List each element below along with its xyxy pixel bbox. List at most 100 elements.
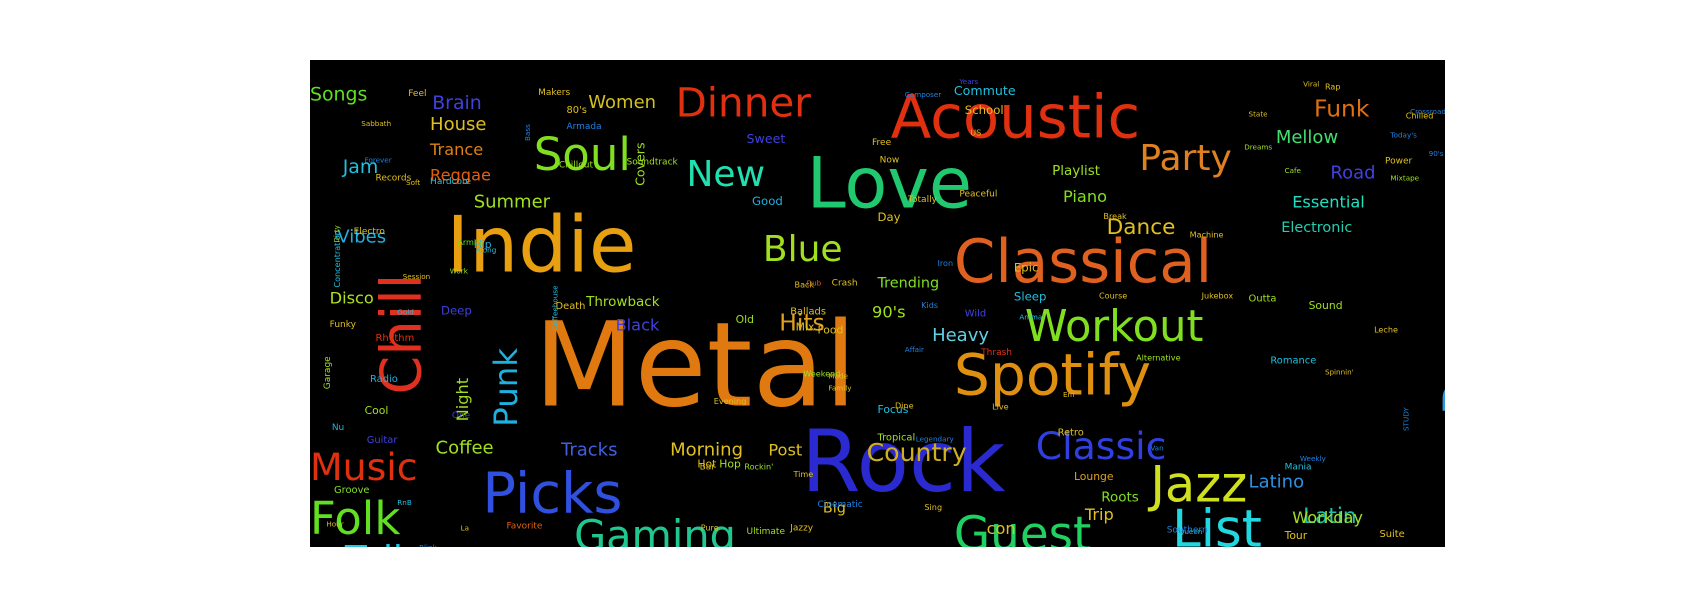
word-legendary-187: Legendary <box>916 435 955 444</box>
word-hop-83: Hop <box>719 457 741 470</box>
word-folk-14: Folk <box>310 492 400 545</box>
word-cloud-background <box>310 60 1445 547</box>
word-piano-44: Piano <box>1063 187 1107 206</box>
word-80-s-114: 80's <box>566 105 586 116</box>
word-night-51: Night <box>453 378 472 422</box>
word-hardcore-105: Hardcore <box>430 177 471 187</box>
word-session-177: Session <box>403 272 430 281</box>
word-weekend-134: Weekend <box>803 368 840 378</box>
word-bass-173: Bass <box>523 124 532 141</box>
word-feel-112: Feel <box>408 89 426 99</box>
word-hour-190: Hour <box>326 519 343 528</box>
word-radio-86: Radio <box>370 374 398 385</box>
word-hits-26: Hits <box>779 308 824 336</box>
word-queen-149: Queen <box>1179 527 1203 536</box>
word-vibes-38: Vibes <box>337 227 386 248</box>
word-food-77: Food <box>817 324 843 337</box>
word-mix-76: Mix <box>796 320 815 333</box>
word-mellow-40: Mellow <box>1276 127 1338 148</box>
word-sabbath-169: Sabbath <box>361 119 391 128</box>
word-dinner-17: Dinner <box>676 78 812 126</box>
word-us-196: US <box>970 128 981 138</box>
word-old-75: Old <box>736 313 754 326</box>
word-summer-37: Summer <box>474 191 551 212</box>
word-90-s-47: 90's <box>872 303 905 322</box>
word-songs-30: Songs <box>310 83 367 105</box>
word-peaceful-118: Peaceful <box>959 190 997 200</box>
word-electronic-43: Electronic <box>1281 220 1352 236</box>
word-trip-58: Trip <box>1084 505 1114 524</box>
word-ballads-100: Ballads <box>790 306 826 317</box>
word-years-168: Years <box>958 77 978 86</box>
word-classic-20: Classic <box>1036 424 1167 468</box>
word-blue-23: Blue <box>763 229 843 270</box>
word-jazzy-139: Jazzy <box>789 524 814 534</box>
word-iron-123: Iron <box>938 258 954 268</box>
word-mania-98: Mania <box>1285 463 1312 473</box>
word-dirty-172: Dirty <box>332 224 341 242</box>
word-course-126: Course <box>1099 290 1127 300</box>
word-favorite-141: Favorite <box>506 521 542 531</box>
word-em-185: Em <box>1063 390 1075 399</box>
word-pure-148: Pure <box>701 523 719 533</box>
word-house-33: House <box>430 114 486 135</box>
word-hot-84: Hot <box>697 457 716 470</box>
word-dreams-163: Dreams <box>1244 143 1272 152</box>
word-soundtrack-103: Soundtrack <box>626 157 678 167</box>
word-jam-36: Jam <box>342 156 379 178</box>
word-classical-5: Classical <box>954 228 1212 297</box>
word-pop-8: Pop <box>1433 318 1445 416</box>
word-cinematic-138: Cinematic <box>817 500 862 510</box>
word-tropical-92: Tropical <box>877 433 916 444</box>
word-latino-56: Latino <box>1249 472 1305 493</box>
word-cool-87: Cool <box>365 404 389 417</box>
word-guest-12: Guest <box>954 508 1091 547</box>
word-indie-2: Indie <box>446 201 636 291</box>
word-concentration-174: Concentration <box>332 230 342 287</box>
word-chilled-132: Chilled <box>1406 110 1434 120</box>
word-women-32: Women <box>588 92 656 113</box>
word-work-176: Work <box>450 267 469 276</box>
word-talks-21: Talks <box>344 539 433 547</box>
word-along-175: Along <box>476 245 496 254</box>
word-kids-122: Kids <box>921 300 938 310</box>
word-armin-107: Armin <box>457 237 481 247</box>
word-latin-28: Latin <box>1303 504 1356 529</box>
word-dub-181: Dub <box>807 278 822 287</box>
word-big-61: Big <box>823 500 846 516</box>
word-wild-78: Wild <box>965 308 986 319</box>
word-free-116: Free <box>872 138 892 148</box>
word-composer-167: Composer <box>905 90 942 99</box>
word-van-186: Van <box>1150 443 1163 452</box>
word-crossroad-164: Crossroad <box>1410 107 1445 116</box>
word-tour-94: Tour <box>1284 529 1308 542</box>
word-lounge-93: Lounge <box>1074 470 1114 483</box>
word-workout-16: Workout <box>1025 302 1204 352</box>
word-records-104: Records <box>375 174 411 184</box>
word-affair-182: Affair <box>905 345 924 354</box>
word-leche-128: Leche <box>1374 325 1398 335</box>
word-gold-178: Gold <box>397 307 414 316</box>
word-chill-7: Chill <box>369 274 434 395</box>
word-spotify-6: Spotify <box>954 343 1151 409</box>
word-mixtape-161: Mixtape <box>1390 174 1419 183</box>
word-alternative-125: Alternative <box>1136 352 1180 362</box>
word-sweet-68: Sweet <box>747 131 786 146</box>
word-spinnin--159: Spinnin' <box>1325 367 1354 376</box>
word-animal-180: Animal <box>1019 313 1044 322</box>
word-today-s-160: Today's <box>1389 131 1417 140</box>
word-soft-171: Soft <box>406 178 420 187</box>
word-live-137: Live <box>992 402 1009 412</box>
word-armada-115: Armada <box>566 122 601 132</box>
word-hip-82: Hip <box>474 238 492 251</box>
word-funky-108: Funky <box>330 320 357 330</box>
word-soul-15: Soul <box>534 128 631 181</box>
word-post-55: Post <box>768 441 802 460</box>
word-death-101: Death <box>556 301 586 312</box>
word-coffeehouse-179: Coffeehouse <box>550 285 559 330</box>
word-jazz-11: Jazz <box>1147 456 1247 514</box>
word-coffee-52: Coffee <box>436 437 494 458</box>
word-sing-147: Sing <box>924 502 942 512</box>
word-sleep-73: Sleep <box>1014 289 1046 303</box>
word-metal-0: Metal <box>534 296 857 433</box>
